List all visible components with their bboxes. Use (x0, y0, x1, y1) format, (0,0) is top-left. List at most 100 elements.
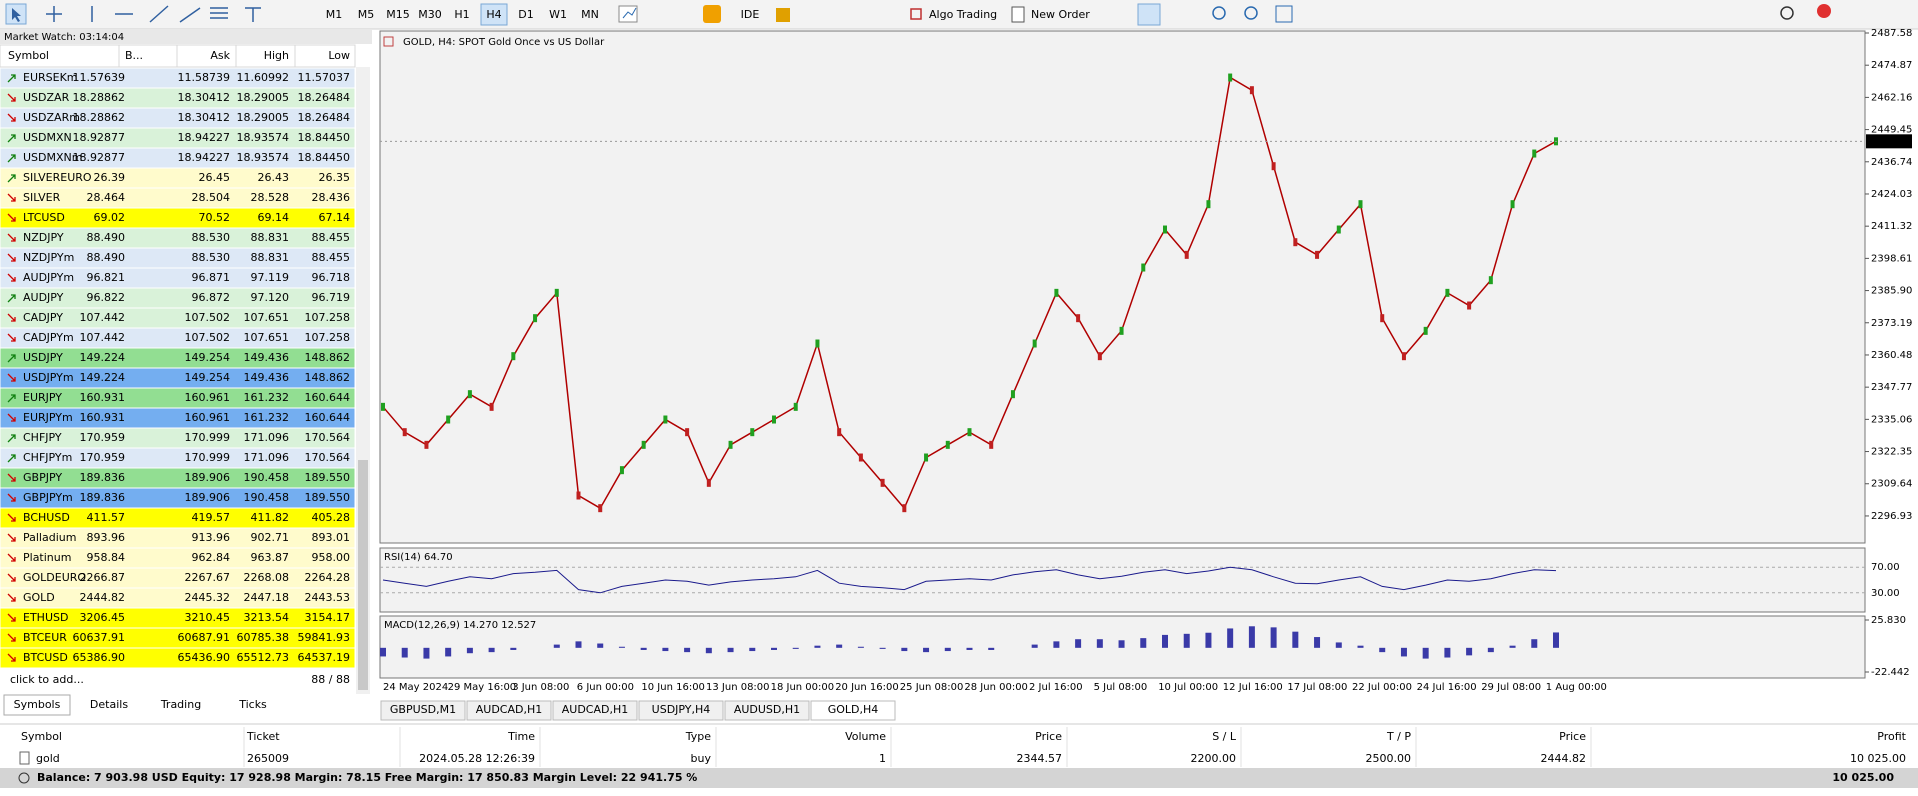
chart-tab-label[interactable]: AUDUSD,H1 (734, 703, 800, 716)
macd-bar (1075, 639, 1082, 648)
column-header[interactable]: High (264, 49, 289, 62)
symbol-name[interactable]: USDJPY (23, 351, 63, 364)
candle (1032, 339, 1037, 348)
symbol-name[interactable]: AUDJPY (23, 291, 64, 304)
timeframe-button[interactable]: MN (581, 8, 599, 21)
symbol-name[interactable]: GOLDEURO (23, 571, 86, 584)
chart-tab[interactable] (638, 700, 724, 721)
trade-column[interactable]: Time (507, 730, 535, 743)
panel-tab[interactable]: Ticks (238, 698, 267, 711)
symbol-name[interactable]: Platinum (23, 551, 71, 564)
timeframe-button[interactable]: M1 (326, 8, 343, 21)
macd-bar (1466, 647, 1473, 656)
symbol-name[interactable]: USDZARm (23, 111, 80, 124)
candle-mode[interactable] (1137, 3, 1161, 26)
zoom-out[interactable] (1244, 6, 1258, 20)
expand-icon[interactable] (18, 772, 30, 784)
notifications[interactable] (1817, 4, 1831, 18)
symbol-name[interactable]: SILVER (23, 191, 61, 204)
quote-value: 902.71 (251, 531, 290, 544)
symbol-name[interactable]: CHFJPYm (23, 451, 72, 464)
symbol-name[interactable]: Palladium (23, 531, 76, 544)
candle (924, 453, 929, 462)
column-header[interactable]: B... (125, 49, 143, 62)
chart-tab-label[interactable]: GOLD,H4 (828, 703, 879, 716)
candle (1293, 238, 1298, 247)
symbol-name[interactable]: CADJPYm (23, 331, 74, 344)
chart-tab[interactable] (724, 700, 810, 721)
ide-button[interactable]: IDE (741, 8, 760, 21)
chart-type-icon[interactable] (618, 5, 638, 23)
chart-tab-label[interactable]: GBPUSD,M1 (390, 703, 456, 716)
symbol-name[interactable]: SILVEREURO (23, 171, 92, 184)
direction-arrow (7, 174, 16, 183)
symbol-name[interactable]: USDMXN (23, 131, 72, 144)
symbol-name[interactable]: GBPJPYm (23, 491, 73, 504)
column-header[interactable]: Low (328, 49, 350, 62)
dollar-icon[interactable] (703, 5, 721, 23)
symbol-name[interactable]: NZDJPYm (23, 251, 74, 264)
chart-tab[interactable] (466, 700, 552, 721)
chart-tab[interactable] (380, 700, 466, 721)
panel-tab[interactable]: Details (90, 698, 128, 711)
trade-column[interactable]: Type (685, 730, 711, 743)
drawing-tools[interactable] (91, 5, 261, 23)
symbol-name[interactable]: NZDJPY (23, 231, 64, 244)
zoom-in[interactable] (1212, 6, 1226, 20)
column-header[interactable]: Ask (210, 49, 230, 62)
new-order-button[interactable]: New Order (1031, 8, 1090, 21)
symbol-name[interactable]: CADJPY (23, 311, 63, 324)
timeframe-button[interactable]: M30 (418, 8, 442, 21)
timeframe-button[interactable]: H1 (454, 8, 469, 21)
search[interactable] (1780, 6, 1794, 20)
trade-column[interactable]: Price (1035, 730, 1062, 743)
scrollbar-thumb[interactable] (358, 460, 368, 690)
panel-tab[interactable]: Trading (160, 698, 201, 711)
grid-toggle[interactable] (1275, 5, 1293, 23)
chart-tab-label[interactable]: AUDCAD,H1 (562, 703, 629, 716)
timeframe-button[interactable]: M5 (358, 8, 375, 21)
chart-tab-active[interactable] (810, 700, 896, 721)
timeframe-button[interactable]: M15 (386, 8, 410, 21)
symbol-name[interactable]: BTCUSD (23, 651, 68, 664)
symbol-name[interactable]: BTCEUR (23, 631, 67, 644)
trade-column[interactable]: Profit (1877, 730, 1906, 743)
quote-value: 60687.91 (178, 631, 231, 644)
symbol-name[interactable]: EURJPY (23, 391, 62, 404)
symbol-name[interactable]: EURSEKm (23, 71, 78, 84)
chart-tab-label[interactable]: AUDCAD,H1 (476, 703, 543, 716)
chart-tab[interactable] (552, 700, 638, 721)
direction-arrow (7, 354, 16, 363)
symbol-name[interactable]: GBPJPY (23, 471, 62, 484)
lock-icon[interactable] (776, 8, 790, 22)
symbol-name[interactable]: AUDJPYm (23, 271, 74, 284)
symbol-name[interactable]: USDJPYm (23, 371, 74, 384)
symbol-name[interactable]: USDMXNm (23, 151, 82, 164)
symbol-name[interactable]: LTCUSD (23, 211, 65, 224)
add-symbol[interactable]: click to add... (10, 673, 84, 686)
chart-menu-icon[interactable] (383, 36, 394, 47)
timeframe-button[interactable]: W1 (549, 8, 567, 21)
trade-column[interactable]: S / L (1212, 730, 1237, 743)
trade-column[interactable]: T / P (1386, 730, 1411, 743)
trade-column[interactable]: Ticket (246, 730, 280, 743)
symbol-name[interactable]: CHFJPY (23, 431, 62, 444)
chart-tab-label[interactable]: USDJPY,H4 (652, 703, 711, 716)
symbol-name[interactable]: USDZAR (23, 91, 70, 104)
symbol-name[interactable]: EURJPYm (23, 411, 73, 424)
trade-cell: 2200.00 (1191, 752, 1237, 765)
trade-column[interactable]: Symbol (21, 730, 62, 743)
quote-value: 18.29005 (237, 91, 290, 104)
algo-trading-button[interactable]: Algo Trading (929, 8, 997, 21)
symbol-name[interactable]: GOLD (23, 591, 55, 604)
symbol-name[interactable]: BCHUSD (23, 511, 70, 524)
trade-column[interactable]: Price (1559, 730, 1586, 743)
crosshair-icon[interactable] (46, 6, 62, 22)
quote-value: 171.096 (244, 451, 290, 464)
trade-column[interactable]: Volume (845, 730, 886, 743)
timeframe-button[interactable]: H4 (486, 8, 501, 21)
timeframe-button[interactable]: D1 (518, 8, 533, 21)
panel-tab[interactable]: Symbols (14, 698, 61, 711)
column-header[interactable]: Symbol (8, 49, 49, 62)
symbol-name[interactable]: ETHUSD (23, 611, 68, 624)
